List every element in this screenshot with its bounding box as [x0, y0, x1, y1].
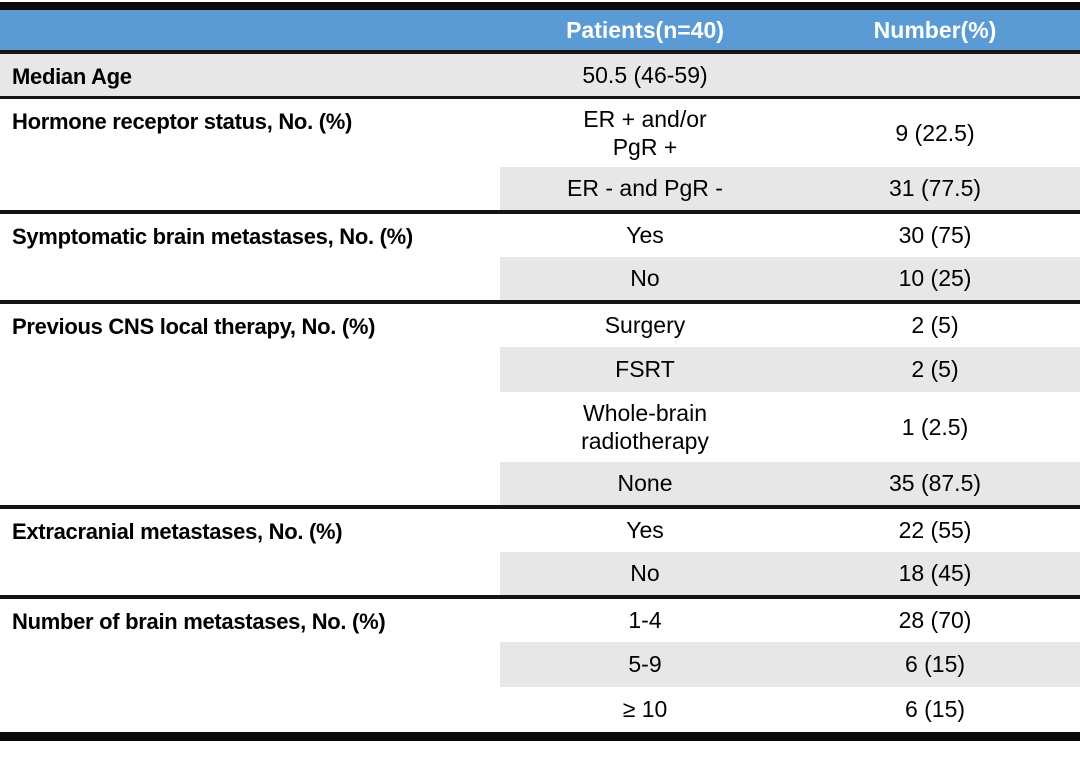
table-body: Median Age 50.5 (46-59) Hormone receptor s…: [0, 50, 1080, 732]
cell-number-percent: 31 (77.5): [790, 167, 1080, 212]
header-row: Patients(n=40) Number(%): [0, 10, 1080, 54]
table-row: Whole-brain radiotherapy 1 (2.5): [0, 392, 1080, 462]
table-row: FSRT 2 (5): [0, 347, 1080, 392]
cell-number-percent: 1 (2.5): [901, 413, 969, 440]
cell-number-percent: [790, 50, 1080, 97]
table-row: No 18 (45): [0, 552, 1080, 597]
header-cell-patients: Patients(n=40): [500, 10, 790, 54]
patient-characteristics-table: Patients(n=40) Number(%) Median Age 50.5 …: [0, 10, 1080, 732]
row-group-label: Median Age: [0, 50, 500, 97]
table-row: Number of brain metastases, No. (%) 1-4 28…: [0, 595, 1080, 732]
table-row: ≥ 10 6 (15): [0, 687, 1080, 732]
table-row: ER - and PgR -31 (77.5): [0, 167, 1080, 212]
table-row: 5-9 6 (15): [0, 642, 1080, 687]
table-row: Hormone receptor status, No. (%) ER + and…: [0, 95, 1080, 212]
cell-number-percent: 22 (55): [790, 505, 1080, 552]
cell-category-value: ≥ 10: [622, 696, 668, 723]
cell-category-value: None: [500, 462, 790, 507]
table-header: Patients(n=40) Number(%): [0, 10, 1080, 54]
cell-category-value: 5-9: [500, 642, 790, 687]
cell-category-value: No: [500, 552, 790, 597]
cell-number-percent: 2 (5): [790, 300, 1080, 347]
table-top-rule: [0, 2, 1080, 10]
cell-number-percent: 9 (22.5): [790, 95, 1080, 167]
header-cell-number: Number(%): [790, 10, 1080, 54]
cell-category-value: FSRT: [500, 347, 790, 392]
cell-number-percent: 30 (75): [790, 210, 1080, 257]
patient-characteristics-table-page: Patients(n=40) Number(%) Median Age 50.5 …: [0, 2, 1080, 741]
cell-category-value: 50.5 (46-59): [500, 50, 790, 97]
table-bottom-rule: [0, 732, 1080, 741]
cell-category-value: 1-4: [500, 595, 790, 642]
table-row: None 35 (87.5): [0, 462, 1080, 507]
cell-number-percent: 18 (45): [790, 552, 1080, 597]
table-row: Symptomatic brain metastases, No. (%) Yes…: [0, 210, 1080, 302]
cell-number-percent: 28 (70): [790, 595, 1080, 642]
cell-number-percent: 6 (15): [790, 642, 1080, 687]
table-row: No 10 (25): [0, 257, 1080, 302]
row-group-label: Number of brain metastases, No. (%): [0, 595, 500, 732]
row-group-label: Symptomatic brain metastases, No. (%): [0, 210, 500, 302]
cell-category-value: Whole-brain radiotherapy: [581, 399, 709, 454]
row-group-label: Hormone receptor status, No. (%): [0, 95, 500, 212]
table-row: Extracranial metastases, No. (%) Yes 22 (5…: [0, 505, 1080, 597]
row-group-label: Extracranial metastases, No. (%): [0, 505, 500, 597]
cell-category-value: No: [500, 257, 790, 302]
cell-number-percent: 2 (5): [790, 347, 1080, 392]
cell-number-percent: 10 (25): [790, 257, 1080, 302]
cell-category-value: ER - and PgR -: [500, 167, 790, 212]
cell-category-value: Yes: [500, 505, 790, 552]
cell-category-value: ER + and/or PgR +: [500, 95, 790, 167]
cell-category-value: Yes: [500, 210, 790, 257]
table-row: Median Age 50.5 (46-59): [0, 50, 1080, 97]
header-cell-empty: [0, 10, 500, 54]
table-row: Previous CNS local therapy, No. (%) Surge…: [0, 300, 1080, 507]
row-group-label: Previous CNS local therapy, No. (%): [0, 300, 500, 507]
cell-number-percent: 35 (87.5): [790, 462, 1080, 507]
cell-number-percent: 6 (15): [904, 696, 966, 723]
cell-category-value: Surgery: [500, 300, 790, 347]
